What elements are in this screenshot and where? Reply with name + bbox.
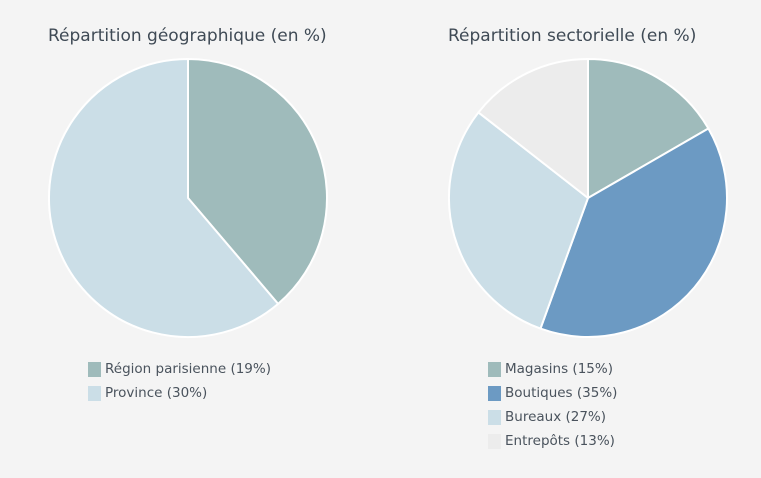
legend: Région parisienne (19%) Province (30%) [88,357,271,405]
chart-sector: Répartition sectorielle (en %) Magasins … [380,0,761,478]
legend-item: Boutiques (35%) [488,381,617,405]
pie-chart [48,58,328,338]
chart-geographic: Répartition géographique (en %) Région p… [0,0,380,478]
legend-swatch [88,361,101,377]
legend-swatch [488,433,501,449]
chart-title: Répartition géographique (en %) [48,26,327,46]
legend-item: Magasins (15%) [488,357,617,381]
pie-slice [48,58,280,338]
legend-label: Magasins (15%) [505,361,613,377]
legend-item: Entrepôts (13%) [488,429,617,453]
pie-slice [539,127,728,339]
legend-label: Région parisienne (19%) [105,361,271,377]
legend-item: Région parisienne (19%) [88,357,271,381]
pie-slice [448,111,589,330]
legend-item: Bureaux (27%) [488,405,617,429]
legend-label: Entrepôts (13%) [505,433,615,449]
pie-slice [587,58,710,199]
chart-title: Répartition sectorielle (en %) [448,26,697,46]
legend-swatch [488,409,501,425]
legend-item: Province (30%) [88,381,271,405]
pie-chart [448,58,728,339]
legend-label: Province (30%) [105,385,208,401]
pie-slice [187,58,328,305]
legend-label: Bureaux (27%) [505,409,607,425]
legend: Magasins (15%) Boutiques (35%) Bureaux (… [488,357,617,453]
legend-swatch [88,385,101,401]
legend-swatch [488,361,501,377]
pie-slice [477,58,589,199]
legend-label: Boutiques (35%) [505,385,618,401]
legend-swatch [488,385,501,401]
